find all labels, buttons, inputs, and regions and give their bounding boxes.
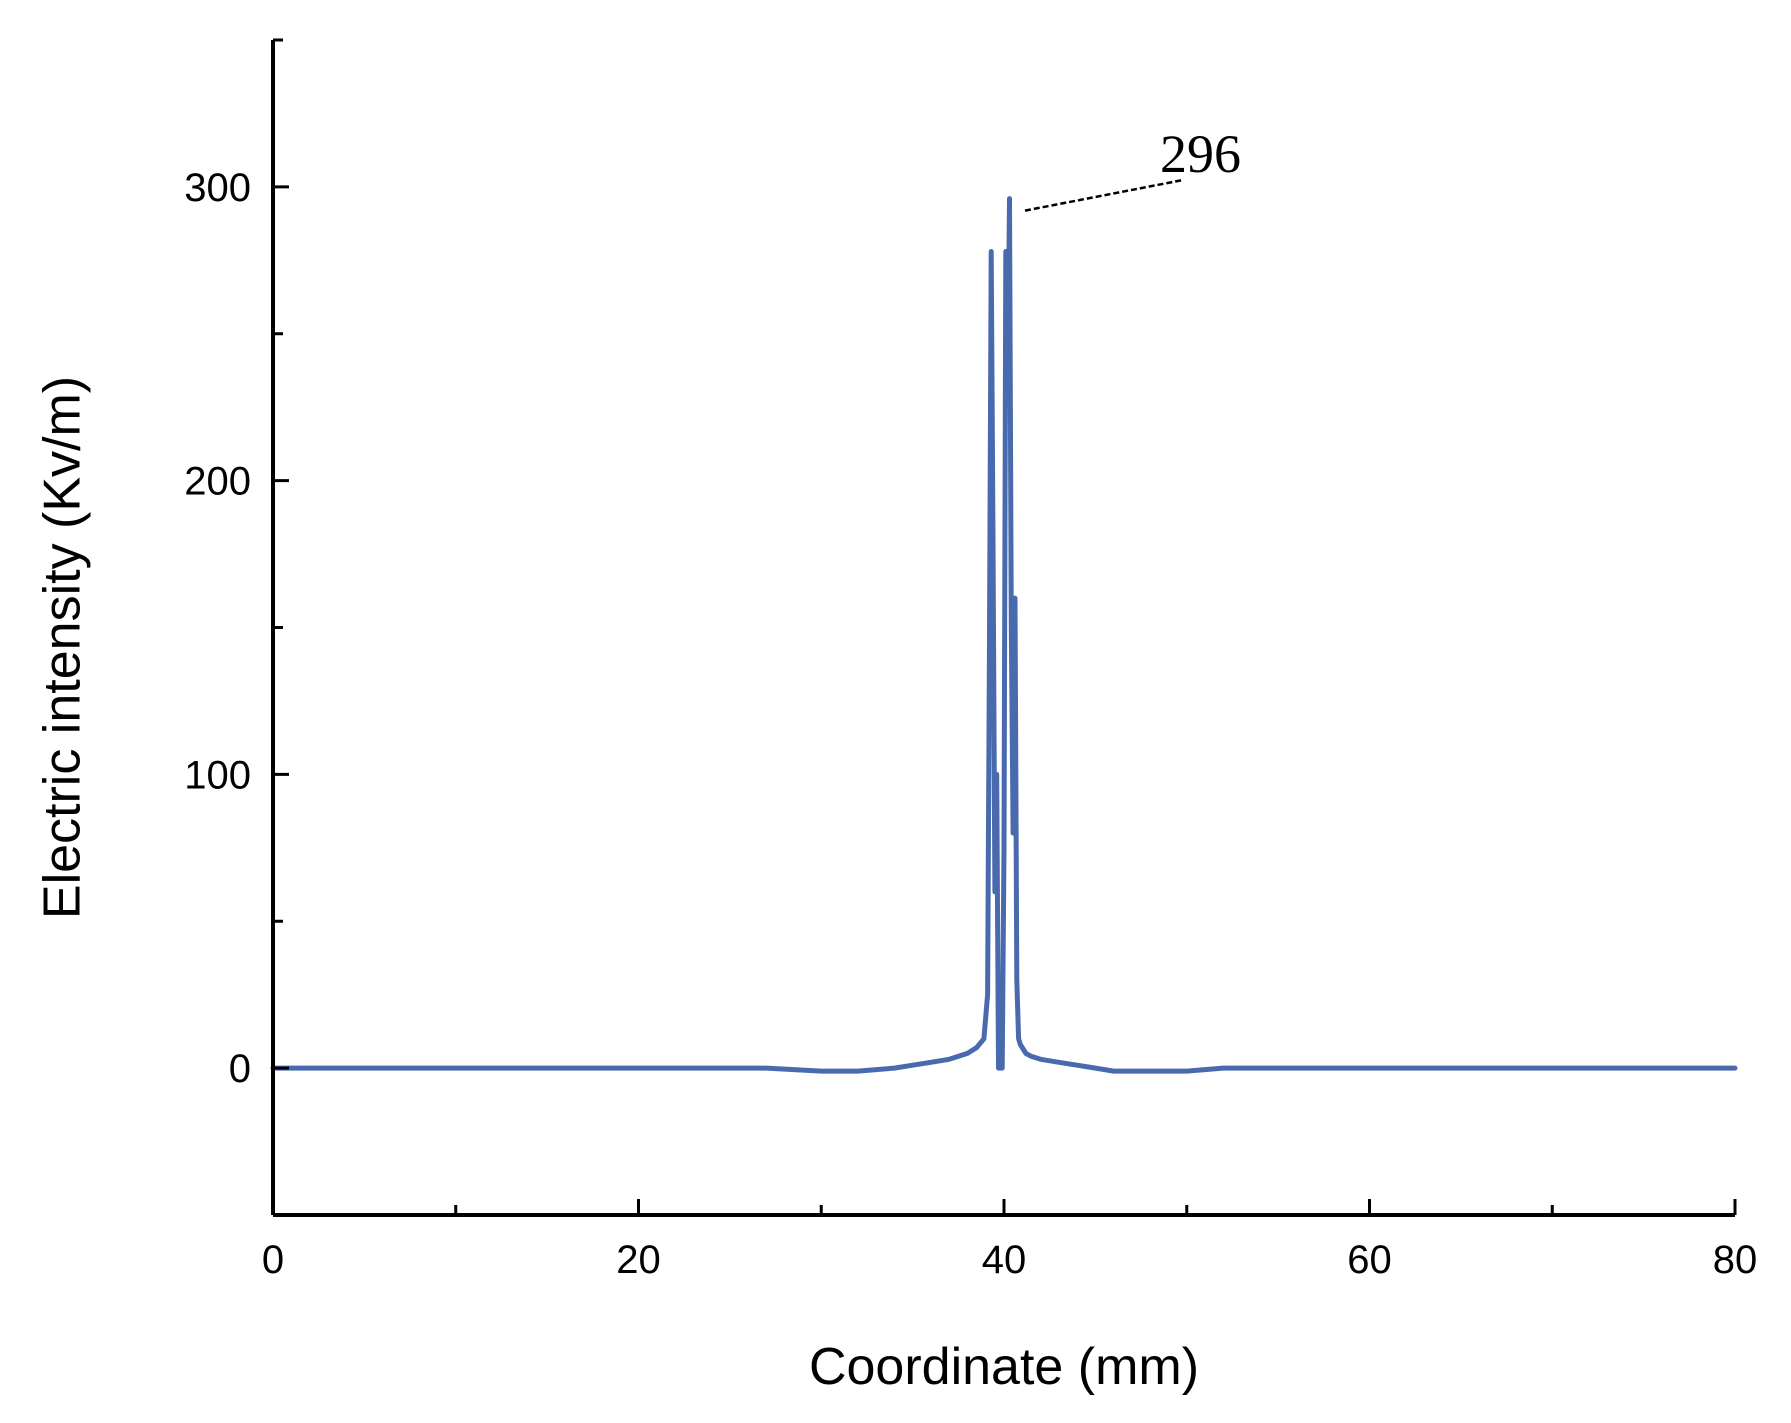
- y-tick-label: 200: [184, 460, 251, 504]
- series-line-0: [270, 196, 1738, 1074]
- y-tick-label: 100: [184, 753, 251, 797]
- x-axis-title: Coordinate (mm): [809, 1338, 1199, 1396]
- x-tick-label: 60: [1347, 1238, 1392, 1282]
- annotation-label: 296: [1160, 124, 1241, 184]
- annotation-leader-line: [1024, 178, 1184, 212]
- y-tick-label: 0: [229, 1047, 251, 1091]
- y-axis-title: Electric intensity (Kv/m): [34, 376, 92, 919]
- series-layer: [270, 196, 1738, 1074]
- x-tick-label: 40: [982, 1238, 1027, 1282]
- annotation-layer: 296: [1024, 124, 1241, 212]
- x-tick-label: 80: [1713, 1238, 1758, 1282]
- x-tick-label: 20: [616, 1238, 661, 1282]
- axes-layer: 0 20 40 60 80 0 100 200 300: [184, 38, 1758, 1282]
- x-tick-label: 0: [262, 1238, 284, 1282]
- y-tick-label: 300: [184, 166, 251, 210]
